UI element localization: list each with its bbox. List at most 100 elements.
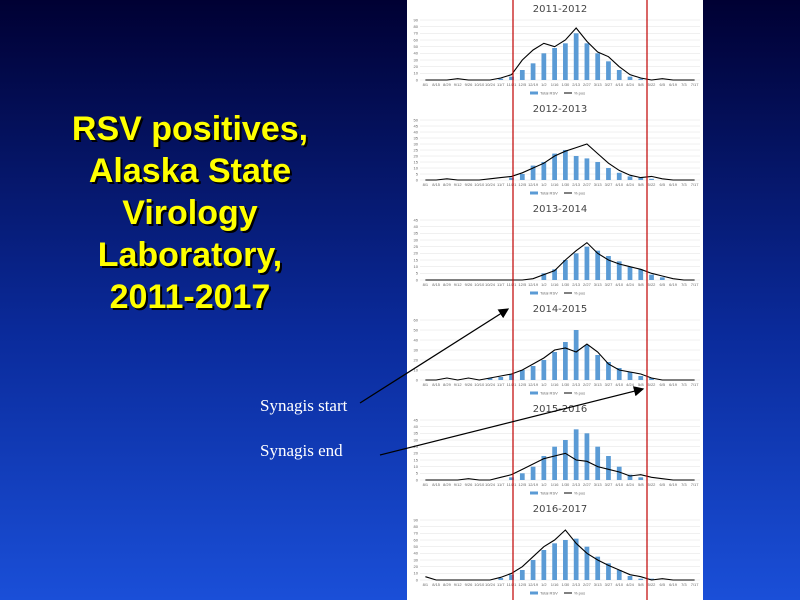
x-tick-label: 12/5 — [518, 282, 527, 287]
bar — [627, 266, 633, 280]
bar — [638, 78, 644, 80]
x-tick-label: 10/24 — [485, 282, 496, 287]
x-tick-label: 1/16 — [551, 582, 560, 587]
x-tick-label: 8/15 — [432, 582, 441, 587]
chart-title: 2011-2012 — [533, 4, 588, 15]
bar — [616, 172, 622, 180]
bar — [530, 63, 536, 80]
x-tick-label: 8/29 — [443, 482, 452, 487]
title-line: Alaska State — [89, 152, 291, 190]
y-tick-label: 50 — [414, 117, 419, 122]
bar — [616, 368, 622, 380]
y-tick-label: 45 — [414, 123, 419, 128]
legend-swatch — [530, 491, 538, 495]
x-tick-label: 4/10 — [615, 582, 624, 587]
x-tick-label: 7/17 — [691, 182, 700, 187]
y-tick-label: 35 — [414, 431, 419, 436]
x-tick-label: 11/7 — [497, 482, 505, 487]
y-tick-label: 40 — [414, 337, 419, 342]
x-tick-label: 6/19 — [669, 82, 678, 87]
bar — [563, 440, 568, 480]
x-tick-label: 4/10 — [615, 182, 624, 187]
x-tick-label: 10/10 — [474, 482, 485, 487]
x-tick-label: 10/24 — [485, 182, 496, 187]
bar — [584, 433, 590, 480]
x-tick-label: 1/2 — [541, 282, 547, 287]
bar — [563, 540, 568, 580]
x-tick-label: 1/30 — [561, 82, 570, 87]
bar — [627, 76, 633, 80]
bar — [595, 162, 601, 180]
x-tick-label: 9/12 — [454, 82, 463, 87]
y-tick-label: 35 — [414, 135, 419, 140]
y-tick-label: 25 — [414, 244, 419, 249]
y-tick-label: 50 — [414, 327, 419, 332]
x-tick-label: 2/13 — [572, 282, 581, 287]
bar — [541, 53, 547, 80]
y-tick-label: 30 — [414, 141, 419, 146]
chart-title: 2016-2017 — [533, 504, 588, 515]
x-tick-label: 3/13 — [594, 82, 603, 87]
x-tick-label: 5/8 — [638, 82, 644, 87]
x-tick-label: 5/8 — [638, 182, 644, 187]
x-tick-label: 8/29 — [443, 282, 452, 287]
bar — [498, 78, 504, 80]
bar — [552, 153, 557, 180]
line — [425, 143, 695, 181]
legend-label: % pos — [574, 290, 585, 295]
x-tick-label: 7/17 — [691, 282, 700, 287]
x-tick-label: 6/19 — [669, 382, 678, 387]
chart-title: 2014-2015 — [533, 304, 588, 315]
x-tick-label: 6/5 — [660, 182, 666, 187]
x-tick-label: 2/13 — [572, 482, 581, 487]
line — [425, 343, 695, 381]
x-tick-label: 11/7 — [497, 382, 505, 387]
x-tick-label: 10/24 — [485, 382, 496, 387]
legend-swatch — [530, 91, 538, 95]
bar — [498, 377, 504, 380]
x-tick-label: 5/22 — [648, 282, 657, 287]
x-tick-label: 1/30 — [561, 482, 570, 487]
bar — [584, 246, 590, 280]
x-tick-label: 8/29 — [443, 182, 452, 187]
x-tick-label: 1/16 — [551, 82, 560, 87]
y-tick-label: 30 — [414, 557, 419, 562]
x-tick-label: 10/10 — [474, 582, 485, 587]
bar — [509, 477, 514, 480]
bar — [606, 563, 611, 580]
y-tick-label: 20 — [414, 64, 419, 69]
bar — [584, 546, 590, 580]
x-tick-label: 1/30 — [561, 182, 570, 187]
legend-label: % pos — [574, 190, 585, 195]
bar — [530, 466, 536, 480]
x-tick-label: 8/1 — [423, 82, 429, 87]
x-tick-label: 2/13 — [572, 582, 581, 587]
x-tick-label: 7/17 — [691, 582, 700, 587]
bar — [573, 330, 579, 380]
bar — [509, 374, 514, 380]
legend-label: Total RSV — [540, 590, 558, 595]
x-tick-label: 5/22 — [648, 182, 657, 187]
bar — [595, 250, 601, 280]
x-tick-label: 3/13 — [594, 382, 603, 387]
x-tick-label: 5/8 — [638, 382, 644, 387]
bar — [595, 355, 601, 380]
bar — [563, 260, 568, 280]
x-tick-label: 12/19 — [528, 282, 539, 287]
x-tick-label: 1/30 — [561, 282, 570, 287]
y-tick-label: 80 — [414, 524, 419, 529]
x-tick-label: 2/27 — [583, 82, 592, 87]
bar — [606, 456, 611, 480]
bar — [541, 550, 547, 580]
bar — [584, 43, 590, 80]
x-tick-label: 8/1 — [423, 282, 429, 287]
y-tick-label: 60 — [414, 317, 419, 322]
x-tick-label: 8/15 — [432, 482, 441, 487]
y-tick-label: 10 — [414, 464, 419, 469]
bar — [616, 70, 622, 80]
line — [425, 452, 695, 481]
bar — [573, 33, 579, 80]
x-tick-label: 4/24 — [626, 582, 635, 587]
legend-label: % pos — [574, 90, 585, 95]
bar — [649, 178, 654, 180]
